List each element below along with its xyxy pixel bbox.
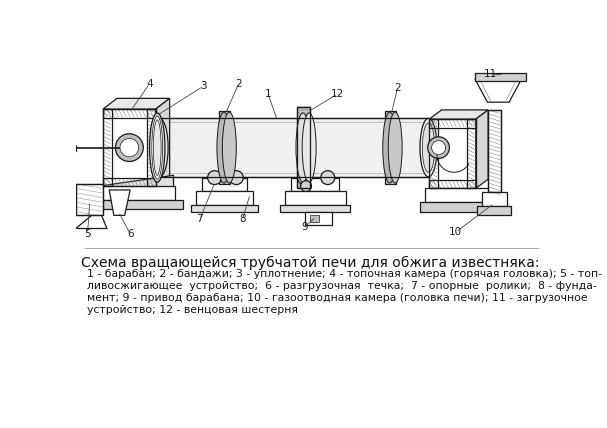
Ellipse shape <box>149 113 165 182</box>
Bar <box>103 109 112 186</box>
Ellipse shape <box>120 138 138 157</box>
Polygon shape <box>99 175 174 200</box>
Ellipse shape <box>222 112 236 183</box>
Text: 3: 3 <box>200 81 207 91</box>
Bar <box>475 73 526 80</box>
Ellipse shape <box>420 119 437 177</box>
Polygon shape <box>475 79 521 102</box>
Bar <box>291 178 339 191</box>
Bar <box>280 205 350 212</box>
Bar <box>488 110 501 192</box>
Text: Схема вращающейся трубчатой печи для обжига известняка:: Схема вращающейся трубчатой печи для обж… <box>81 256 540 270</box>
Text: 11: 11 <box>484 69 497 80</box>
Ellipse shape <box>388 112 402 183</box>
Bar <box>196 191 253 205</box>
Bar <box>467 119 476 188</box>
Text: мент; 9 - привод барабана; 10 - газоотводная камера (головка печи); 11 - загрузо: мент; 9 - привод барабана; 10 - газоотво… <box>87 293 588 303</box>
Bar <box>285 191 345 205</box>
Ellipse shape <box>302 113 316 182</box>
Bar <box>477 206 512 215</box>
Bar <box>385 111 396 184</box>
Text: 8: 8 <box>239 214 246 224</box>
Text: 1: 1 <box>265 89 271 99</box>
Text: 5: 5 <box>84 229 91 239</box>
Bar <box>99 186 175 200</box>
Bar <box>92 200 183 209</box>
Ellipse shape <box>229 171 243 184</box>
Text: 10: 10 <box>449 227 462 237</box>
Polygon shape <box>103 98 169 109</box>
Bar <box>297 107 310 188</box>
Ellipse shape <box>383 112 397 183</box>
Text: устройство; 12 - венцовая шестерня: устройство; 12 - венцовая шестерня <box>87 305 297 315</box>
Ellipse shape <box>428 137 449 158</box>
Text: ливосжигающее  устройство;  6 - разгрузочная  течка;  7 - опорные  ролики;  8 - : ливосжигающее устройство; 6 - разгрузочн… <box>87 281 597 291</box>
Bar <box>429 119 476 188</box>
Text: 6: 6 <box>127 229 134 239</box>
Text: 7: 7 <box>197 214 203 224</box>
Ellipse shape <box>151 119 168 177</box>
Polygon shape <box>476 110 488 188</box>
Bar <box>420 202 496 211</box>
Ellipse shape <box>154 120 161 175</box>
Ellipse shape <box>152 116 163 179</box>
Bar <box>76 184 103 214</box>
Ellipse shape <box>297 171 311 184</box>
Polygon shape <box>109 190 130 215</box>
Bar <box>191 205 258 212</box>
Polygon shape <box>475 74 526 79</box>
Text: 2: 2 <box>236 79 242 89</box>
Polygon shape <box>156 98 169 186</box>
Text: 2: 2 <box>394 83 401 93</box>
Ellipse shape <box>115 134 143 161</box>
Bar <box>429 119 476 128</box>
Ellipse shape <box>422 123 435 172</box>
Bar <box>160 119 429 177</box>
Ellipse shape <box>296 113 310 182</box>
Ellipse shape <box>432 141 446 155</box>
Bar <box>219 111 230 184</box>
Bar <box>103 109 156 118</box>
Bar <box>297 107 310 188</box>
Ellipse shape <box>300 181 311 191</box>
Text: 4: 4 <box>146 79 153 89</box>
Bar <box>103 178 156 186</box>
Bar <box>305 212 331 225</box>
Polygon shape <box>429 110 488 119</box>
Bar <box>202 178 247 191</box>
Bar <box>429 180 476 188</box>
Text: 1 - барабан; 2 - бандажи; 3 - уплотнение; 4 - топочная камера (горячая головка);: 1 - барабан; 2 - бандажи; 3 - уплотнение… <box>87 269 602 279</box>
Ellipse shape <box>320 171 334 184</box>
Bar <box>488 110 501 192</box>
Text: 12: 12 <box>331 89 344 99</box>
Bar <box>429 119 438 188</box>
Bar <box>147 109 156 186</box>
Bar <box>310 215 319 222</box>
Ellipse shape <box>217 112 231 183</box>
Bar <box>482 192 507 206</box>
Bar <box>426 188 489 202</box>
Bar <box>76 184 103 214</box>
Ellipse shape <box>208 171 222 184</box>
Bar <box>103 109 156 186</box>
Text: 9: 9 <box>301 222 308 232</box>
